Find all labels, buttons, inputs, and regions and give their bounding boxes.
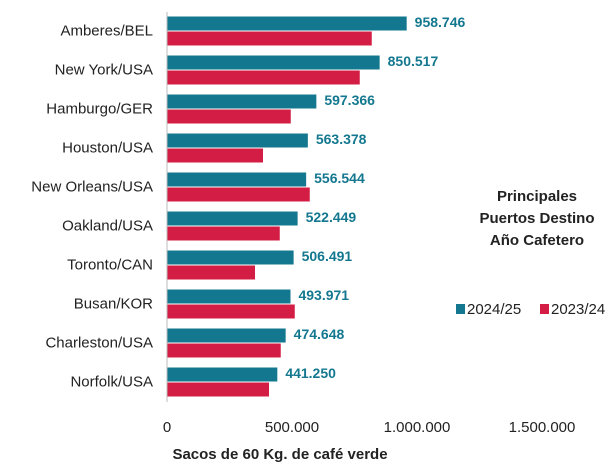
legend-label: 2024/25 (467, 301, 521, 318)
bar (167, 382, 269, 397)
bar (167, 55, 380, 70)
value-label: 958.746 (415, 14, 466, 30)
bar (167, 94, 317, 109)
bar (167, 367, 278, 382)
x-axis-label: Sacos de 60 Kg. de café verde (172, 446, 387, 463)
value-label: 474.648 (294, 326, 345, 342)
y-tick-label: Houston/USA (62, 139, 153, 156)
bar (167, 133, 308, 148)
bar (167, 343, 281, 358)
bar (167, 289, 291, 304)
legend-title: Año Cafetero (490, 232, 584, 249)
x-tick-label: 500.000 (265, 419, 319, 436)
y-tick-label: New Orleans/USA (31, 178, 153, 195)
bar (167, 109, 291, 124)
y-tick-label: New York/USA (55, 61, 153, 78)
value-label: 563.378 (316, 131, 367, 147)
value-label: 597.366 (324, 92, 375, 108)
bar (167, 172, 307, 187)
y-tick-label: Charleston/USA (45, 334, 153, 351)
bar (167, 211, 298, 226)
bar (167, 265, 255, 280)
legend-title: Principales (497, 188, 577, 205)
legend-label: 2023/24 (551, 301, 605, 318)
y-tick-label: Toronto/CAN (67, 256, 153, 273)
y-tick-label: Norfolk/USA (70, 373, 153, 390)
bar (167, 304, 295, 319)
bar (167, 70, 360, 85)
bar (167, 250, 294, 265)
x-tick-label: 0 (163, 419, 171, 436)
value-label: 850.517 (388, 53, 439, 69)
value-label: 556.544 (314, 170, 365, 186)
y-tick-label: Oakland/USA (62, 217, 153, 234)
legend-swatch (456, 304, 465, 314)
bar (167, 16, 407, 31)
value-label: 522.449 (306, 209, 357, 225)
value-label: 441.250 (285, 365, 336, 381)
y-tick-label: Hamburgo/GER (46, 100, 153, 117)
value-label: 506.491 (302, 248, 353, 264)
y-tick-label: Busan/KOR (74, 295, 153, 312)
bar (167, 187, 310, 202)
x-tick-label: 1.500.000 (509, 419, 576, 436)
legend-swatch (540, 304, 549, 314)
value-label: 493.971 (298, 287, 349, 303)
y-tick-label: Amberes/BEL (60, 22, 153, 39)
bar (167, 328, 286, 343)
x-tick-label: 1.000.000 (384, 419, 451, 436)
bar (167, 31, 372, 46)
bar (167, 226, 280, 241)
bar (167, 148, 263, 163)
legend-title: Puertos Destino (479, 210, 594, 227)
